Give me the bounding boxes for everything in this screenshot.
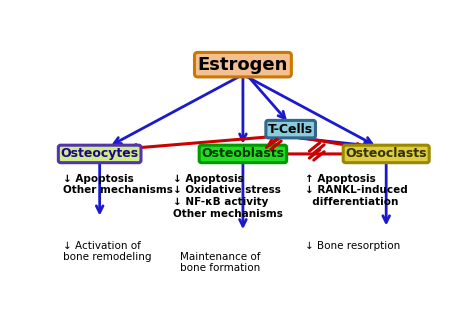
Text: ↓ Bone resorption: ↓ Bone resorption	[305, 241, 401, 251]
Text: ↓ Apoptosis
↓ Oxidative stress
↓ NF-κB activity
Other mechanisms: ↓ Apoptosis ↓ Oxidative stress ↓ NF-κB a…	[173, 174, 283, 219]
Text: Estrogen: Estrogen	[198, 56, 288, 74]
Text: Osteocytes: Osteocytes	[61, 147, 139, 160]
Text: ↓ Activation of
bone remodeling: ↓ Activation of bone remodeling	[63, 241, 151, 262]
Text: ↓ Apoptosis
Other mechanisms: ↓ Apoptosis Other mechanisms	[63, 174, 173, 195]
Text: ↑ Apoptosis
↓ RANKL-induced
  differentiation: ↑ Apoptosis ↓ RANKL-induced differentiat…	[305, 174, 408, 207]
Text: T-Cells: T-Cells	[268, 123, 313, 136]
Text: Maintenance of
bone formation: Maintenance of bone formation	[181, 252, 261, 273]
Text: Osteoclasts: Osteoclasts	[346, 147, 427, 160]
Text: Osteoblasts: Osteoblasts	[201, 147, 284, 160]
